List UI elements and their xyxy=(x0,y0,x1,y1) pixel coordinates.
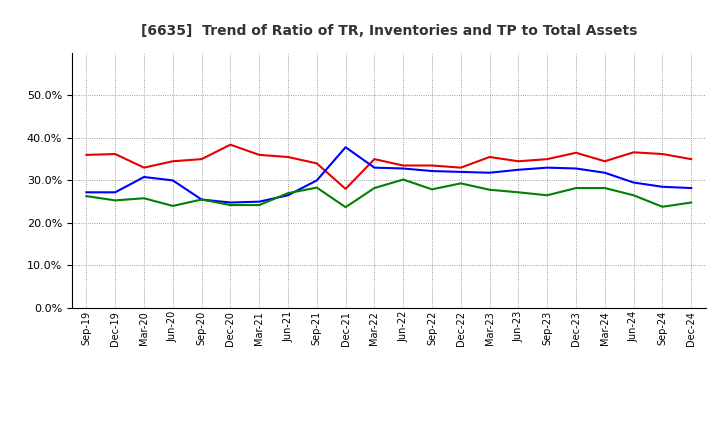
Inventories xyxy=(485,170,494,176)
Trade Payables xyxy=(284,191,292,196)
Inventories xyxy=(255,199,264,204)
Trade Receivables xyxy=(543,157,552,162)
Inventories xyxy=(629,180,638,185)
Trade Receivables xyxy=(456,165,465,170)
Trade Payables xyxy=(312,185,321,190)
Trade Payables xyxy=(428,187,436,192)
Inventories xyxy=(399,166,408,171)
Trade Receivables xyxy=(428,163,436,168)
Inventories xyxy=(514,167,523,172)
Inventories xyxy=(370,165,379,170)
Trade Receivables xyxy=(284,154,292,160)
Inventories xyxy=(687,185,696,191)
Inventories xyxy=(226,200,235,205)
Inventories xyxy=(428,169,436,174)
Trade Payables xyxy=(370,185,379,191)
Trade Payables xyxy=(111,198,120,203)
Inventories xyxy=(168,178,177,183)
Inventories xyxy=(82,190,91,195)
Trade Receivables xyxy=(629,150,638,155)
Trade Payables xyxy=(629,193,638,198)
Trade Payables xyxy=(226,202,235,208)
Trade Payables xyxy=(485,187,494,192)
Trade Payables xyxy=(82,194,91,199)
Trade Receivables xyxy=(255,152,264,158)
Trade Receivables xyxy=(312,161,321,166)
Trade Receivables xyxy=(197,157,206,162)
Trade Receivables xyxy=(514,159,523,164)
Trade Payables xyxy=(658,204,667,209)
Trade Receivables xyxy=(140,165,148,170)
Inventories xyxy=(600,170,609,176)
Line: Trade Receivables: Trade Receivables xyxy=(86,145,691,189)
Inventories xyxy=(572,166,580,171)
Trade Receivables xyxy=(370,157,379,162)
Trade Receivables xyxy=(341,186,350,191)
Inventories xyxy=(456,169,465,175)
Trade Payables xyxy=(168,203,177,209)
Trade Receivables xyxy=(399,163,408,168)
Trade Payables xyxy=(687,200,696,205)
Trade Receivables xyxy=(658,151,667,157)
Trade Payables xyxy=(197,197,206,202)
Trade Receivables xyxy=(226,142,235,147)
Trade Payables xyxy=(600,185,609,191)
Trade Receivables xyxy=(111,151,120,157)
Inventories xyxy=(284,193,292,198)
Trade Payables xyxy=(572,185,580,191)
Text: [6635]  Trend of Ratio of TR, Inventories and TP to Total Assets: [6635] Trend of Ratio of TR, Inventories… xyxy=(140,24,637,38)
Inventories xyxy=(543,165,552,170)
Trade Payables xyxy=(341,205,350,210)
Trade Receivables xyxy=(82,152,91,158)
Inventories xyxy=(140,174,148,180)
Inventories xyxy=(197,197,206,202)
Line: Inventories: Inventories xyxy=(86,147,691,202)
Trade Receivables xyxy=(485,154,494,160)
Trade Payables xyxy=(399,177,408,182)
Trade Payables xyxy=(456,181,465,186)
Trade Payables xyxy=(514,190,523,195)
Inventories xyxy=(658,184,667,189)
Trade Receivables xyxy=(687,157,696,162)
Trade Payables xyxy=(140,196,148,201)
Trade Receivables xyxy=(572,150,580,155)
Trade Receivables xyxy=(600,159,609,164)
Trade Payables xyxy=(543,193,552,198)
Inventories xyxy=(341,145,350,150)
Inventories xyxy=(111,190,120,195)
Trade Payables xyxy=(255,202,264,208)
Line: Trade Payables: Trade Payables xyxy=(86,180,691,207)
Trade Receivables xyxy=(168,159,177,164)
Inventories xyxy=(312,178,321,183)
